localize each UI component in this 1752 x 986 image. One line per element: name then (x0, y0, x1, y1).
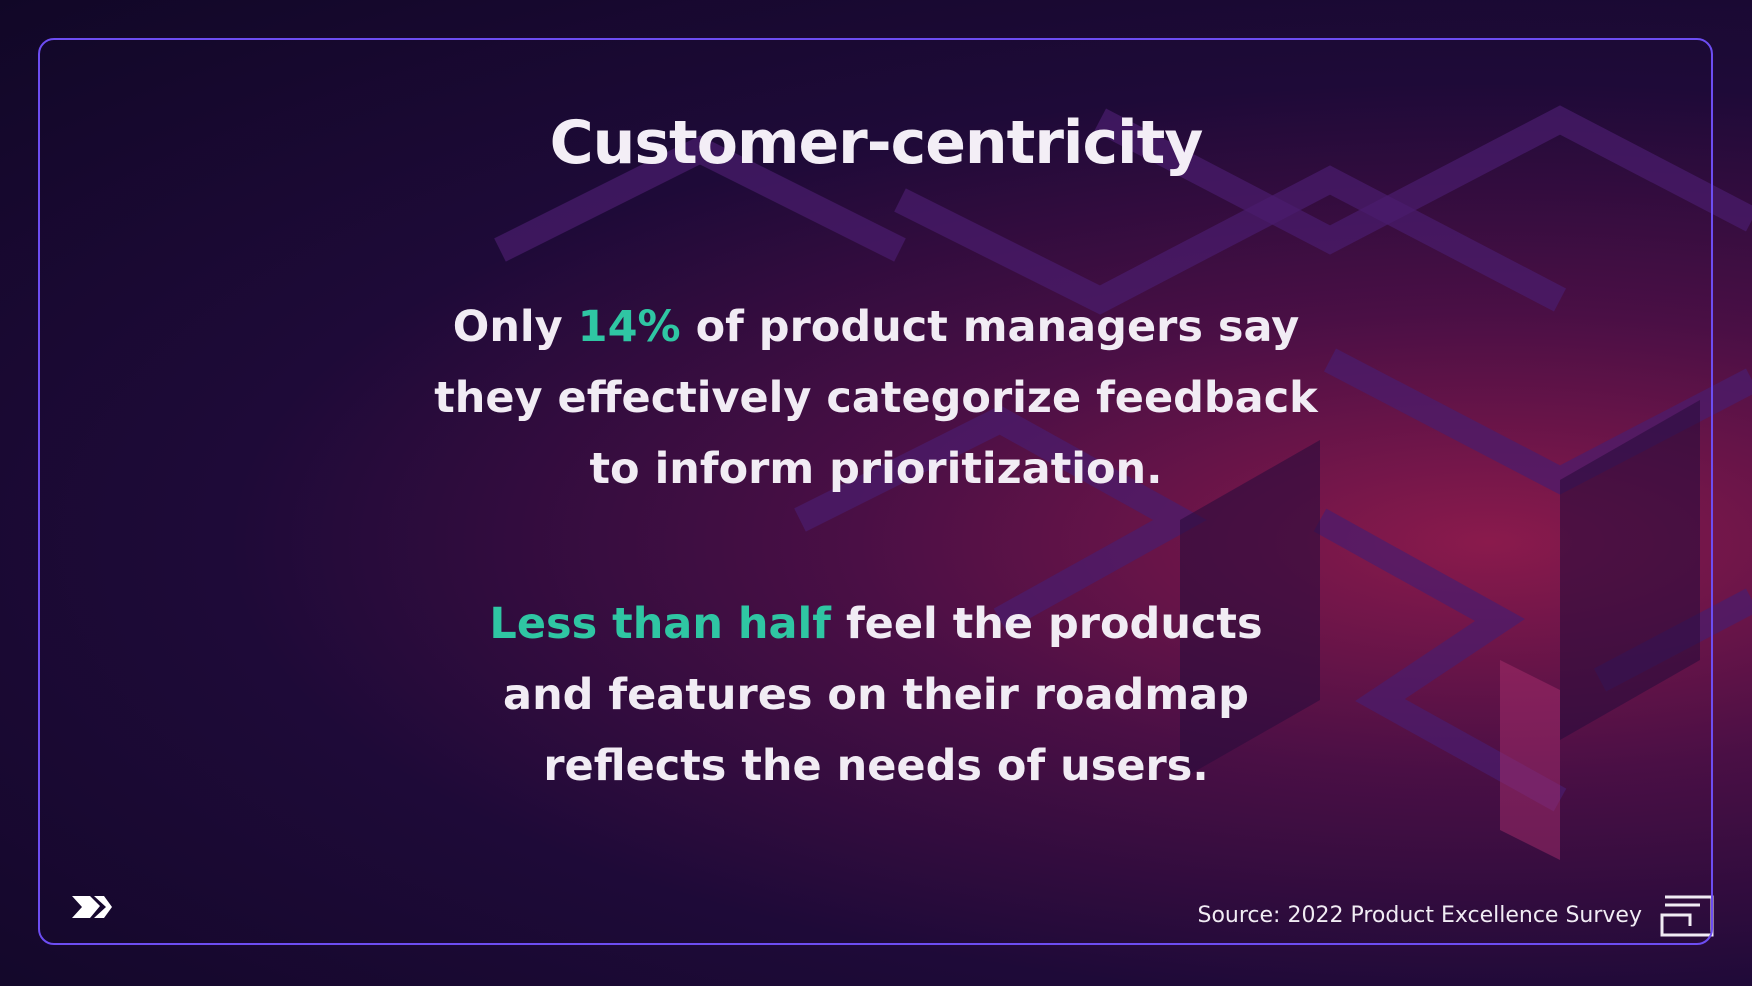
text-line: they effectively categorize feedback (0, 363, 1752, 434)
highlight-text: 14% (577, 302, 681, 352)
text: reflects the needs of users. (543, 741, 1209, 791)
text: of product managers say (680, 302, 1300, 352)
text-line: Less than half feel the products (0, 589, 1752, 660)
text-line: reflects the needs of users. (0, 731, 1752, 802)
highlight-text: Less than half (489, 599, 831, 649)
source-note: Source: 2022 Product Excellence Survey (1197, 903, 1643, 928)
text: Only (452, 302, 578, 352)
text: to inform prioritization. (589, 444, 1163, 494)
text: they effectively categorize feedback (434, 373, 1318, 423)
paragraph: Less than half feel the products and feat… (0, 589, 1752, 802)
text-line: Only 14% of product managers say (0, 292, 1752, 363)
text-line: to inform prioritization. (0, 434, 1752, 505)
text: and features on their roadmap (503, 670, 1249, 720)
title: Customer-centricity (549, 108, 1204, 178)
paragraph: Only 14% of product managers say they eff… (0, 292, 1752, 505)
text-line: and features on their roadmap (0, 660, 1752, 731)
frame (38, 38, 1713, 945)
text: feel the products (831, 599, 1263, 649)
